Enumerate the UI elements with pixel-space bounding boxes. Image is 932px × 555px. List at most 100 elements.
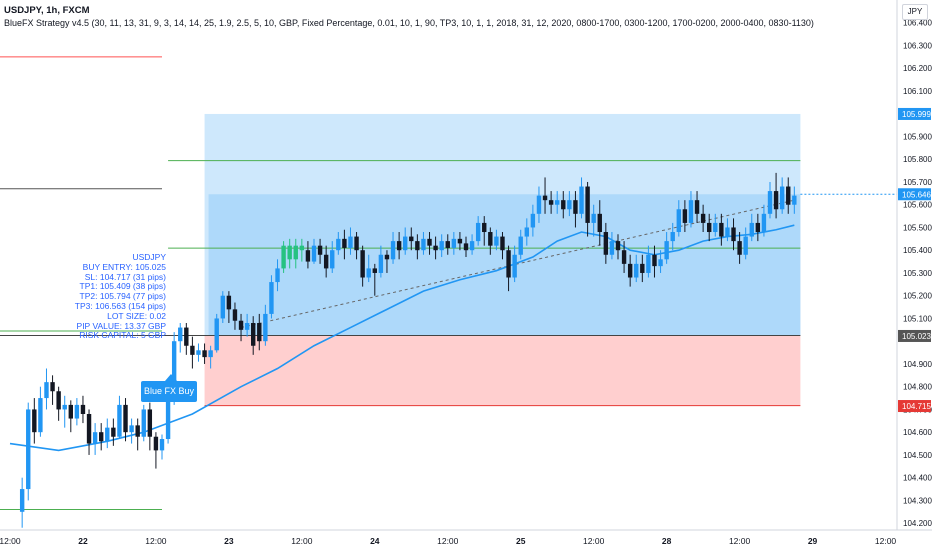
candle-body — [19, 489, 25, 512]
price-tick-label: 105.900 — [903, 132, 932, 141]
candle — [542, 177, 548, 214]
price-badge-label: 105.646 — [902, 190, 931, 199]
time-tick-label: 12:00 — [145, 536, 167, 546]
candle-body — [153, 436, 159, 451]
price-tick-label: 105.300 — [903, 269, 932, 278]
candle-body — [390, 241, 396, 260]
candle — [220, 291, 225, 324]
buy-signal-label[interactable]: Blue FX Buy — [141, 381, 197, 402]
trend-line — [240, 199, 795, 329]
candle — [737, 232, 742, 264]
candle-body — [688, 200, 694, 223]
candle — [293, 238, 298, 269]
candle-body — [731, 227, 736, 242]
candle-body — [99, 432, 104, 442]
candle — [463, 236, 469, 258]
candle-body — [281, 245, 286, 269]
candle-body — [573, 200, 578, 214]
candle — [627, 254, 633, 287]
candle — [409, 227, 414, 251]
candle-body — [761, 213, 767, 233]
currency-badge[interactable]: JPY — [902, 4, 928, 20]
candle-body — [488, 232, 493, 246]
candle-body — [111, 427, 116, 437]
candle — [792, 186, 797, 214]
candle-body — [165, 400, 171, 440]
candle-body — [640, 263, 645, 273]
candle — [634, 254, 639, 283]
candle-body — [591, 213, 596, 223]
candle — [713, 213, 718, 237]
candle-body — [62, 404, 67, 410]
candle-body — [676, 209, 681, 233]
candle — [244, 313, 250, 337]
indicator-legend[interactable]: BlueFX Strategy v4.5 (30, 11, 13, 31, 9,… — [4, 18, 814, 28]
candle — [609, 232, 615, 260]
candle — [354, 232, 359, 260]
candle — [178, 323, 183, 353]
candle-body — [694, 200, 700, 214]
candle-body — [135, 425, 140, 437]
candle-body — [755, 222, 761, 233]
candle — [664, 232, 669, 264]
candle — [415, 234, 420, 260]
candle-body — [713, 222, 718, 233]
price-tick-label: 106.400 — [903, 19, 932, 28]
candle-body — [463, 243, 469, 251]
candle-body — [354, 236, 359, 251]
candle-body — [779, 186, 785, 210]
price-tick-label: 104.400 — [903, 474, 932, 483]
candle-body — [202, 350, 207, 358]
candle-body — [682, 209, 688, 223]
symbol-title[interactable]: USDJPY, 1h, FXCM — [4, 5, 90, 16]
price-badge-label: 104.715 — [902, 402, 931, 411]
buy-signal-arrow-icon — [165, 374, 177, 381]
candle — [445, 234, 450, 255]
candle-body — [105, 427, 110, 442]
price-badge-bg — [898, 188, 931, 201]
candle-body — [646, 254, 651, 273]
trade-info-line: TP3: 106.563 (154 pips) — [74, 300, 166, 311]
candle — [646, 245, 651, 278]
candle — [597, 200, 602, 246]
candle-body — [512, 254, 517, 278]
candle-body — [749, 222, 754, 237]
candle-body — [719, 222, 724, 237]
candle — [56, 386, 61, 421]
candle-body — [403, 236, 408, 251]
candle — [779, 177, 785, 214]
candle — [86, 409, 92, 455]
time-tick-label: 24 — [370, 536, 380, 546]
price-tick-label: 104.500 — [903, 451, 932, 460]
candle-body — [372, 268, 377, 273]
candle-body — [603, 232, 609, 255]
candle-body — [445, 241, 450, 248]
candle-body — [311, 245, 317, 262]
candle — [475, 216, 481, 246]
candle-body — [482, 222, 487, 233]
candle-body — [396, 241, 402, 251]
candle-body — [220, 295, 225, 319]
candle-body — [542, 195, 548, 201]
open-profit-zone — [208, 194, 801, 336]
candle — [773, 172, 779, 219]
candle — [591, 204, 596, 237]
candle-body — [457, 238, 463, 244]
candle-body — [141, 409, 146, 437]
candle — [652, 245, 657, 278]
candle — [117, 395, 122, 440]
candle — [202, 343, 207, 364]
candle-body — [634, 263, 639, 278]
candle-body — [415, 241, 420, 251]
time-tick-label: 28 — [662, 536, 672, 546]
candle-body — [530, 213, 536, 228]
price-badge: 105.646 — [898, 188, 931, 201]
candle — [615, 234, 621, 260]
price-badge-label: 105.023 — [902, 332, 931, 341]
candle-body — [269, 282, 274, 314]
candle — [141, 404, 146, 442]
candle — [421, 232, 426, 255]
price-tick-label: 106.100 — [903, 87, 932, 96]
